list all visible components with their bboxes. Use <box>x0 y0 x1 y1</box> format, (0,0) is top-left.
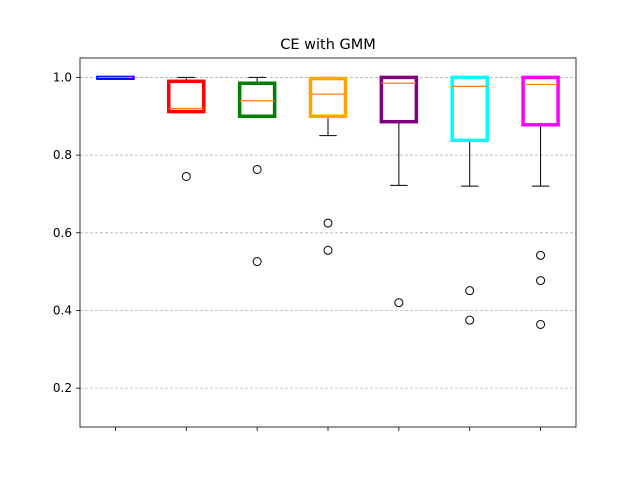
outlier-point <box>465 286 475 296</box>
box-layer <box>96 75 560 329</box>
outlier-point <box>536 276 546 286</box>
outlier-point <box>465 315 475 325</box>
y-tick-label: 0.6 <box>53 226 72 240</box>
box-iqr <box>450 75 489 143</box>
outlier-point <box>181 171 191 181</box>
box-group <box>308 76 348 255</box>
box-group <box>379 75 419 308</box>
y-tick-label: 0.4 <box>53 303 72 317</box>
outlier-point <box>536 319 546 329</box>
plot-frame <box>79 57 577 428</box>
box-iqr <box>521 75 560 127</box>
box-group <box>96 75 135 80</box>
box-iqr <box>308 76 348 119</box>
box-group <box>450 75 489 325</box>
y-tick-label: 0.2 <box>53 381 72 395</box>
box-iqr <box>379 75 419 124</box>
axis-layer: 0.2 0.4 0.6 0.8 1.0 <box>53 57 577 431</box>
outlier-point <box>323 218 333 228</box>
outlier-point <box>323 245 333 255</box>
box-group <box>167 76 206 181</box>
box-iqr <box>237 81 277 119</box>
chart-title: CE with GMM <box>280 37 376 53</box>
box-group <box>521 75 560 329</box>
outlier-point <box>536 250 546 260</box>
box-iqr <box>167 79 206 114</box>
y-tick-label: 0.8 <box>53 148 72 162</box>
outlier-point <box>252 164 262 174</box>
box-group <box>237 76 277 267</box>
outlier-point <box>252 257 262 267</box>
y-tick-label: 1.0 <box>53 70 72 84</box>
outlier-point <box>394 298 404 308</box>
